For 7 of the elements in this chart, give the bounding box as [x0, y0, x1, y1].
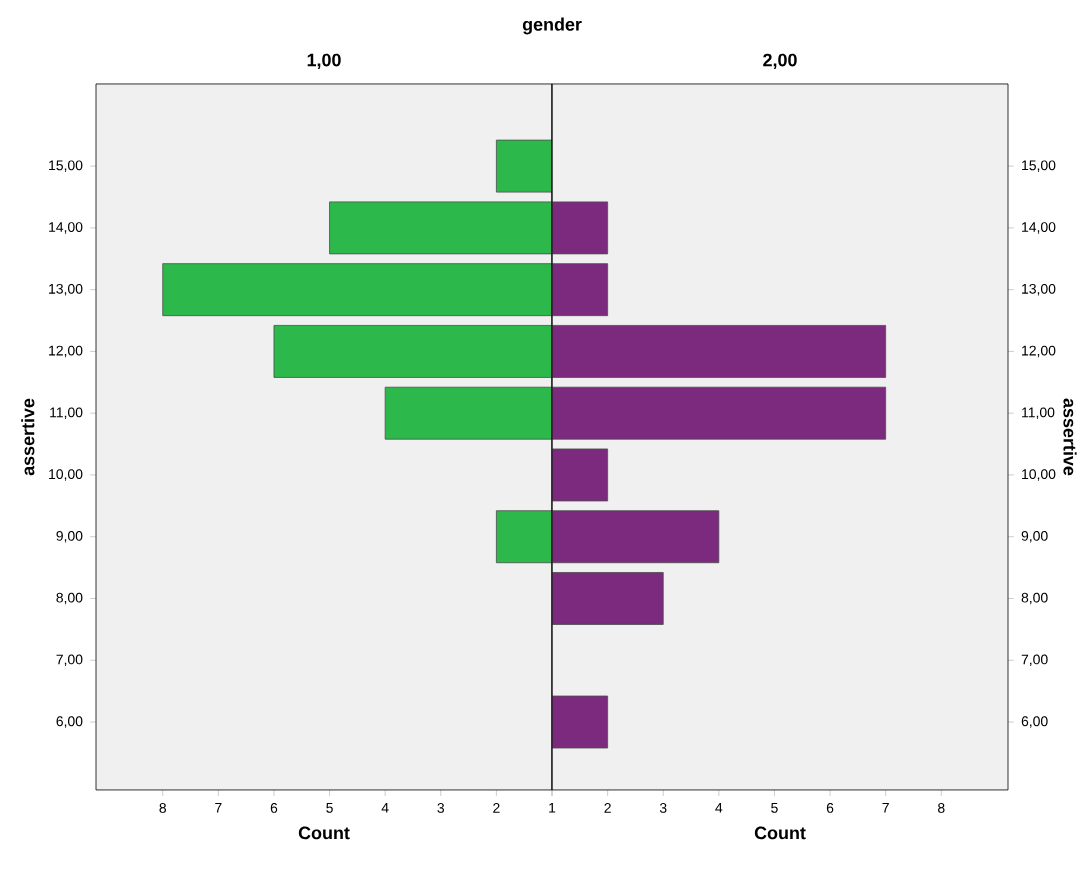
x-axis-title: Count: [754, 826, 806, 840]
chart-title: 2,00: [763, 53, 797, 69]
x-axis-title: Count: [298, 826, 350, 840]
y-axis-title: assertive: [1063, 398, 1077, 476]
y-axis-title: assertive: [21, 398, 35, 476]
chart-title: 1,00: [307, 53, 341, 69]
text: gender: [522, 17, 582, 35]
